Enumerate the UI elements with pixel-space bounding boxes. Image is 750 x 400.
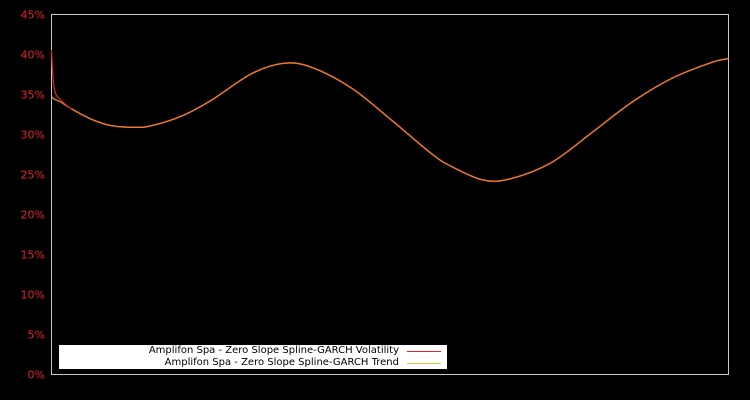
chart-legend: Amplifon Spa - Zero Slope Spline-GARCH V… bbox=[59, 345, 447, 369]
legend-swatch-volatility bbox=[407, 350, 441, 352]
legend-label-volatility: Amplifon Spa - Zero Slope Spline-GARCH V… bbox=[148, 345, 399, 356]
y-tick-label: 35% bbox=[21, 89, 45, 102]
overlap-line bbox=[71, 57, 729, 182]
y-tick-label: 5% bbox=[28, 329, 45, 342]
y-tick-label: 40% bbox=[21, 49, 45, 62]
legend-item-trend: Amplifon Spa - Zero Slope Spline-GARCH T… bbox=[165, 357, 441, 369]
y-tick-label: 20% bbox=[21, 209, 45, 222]
y-tick-label: 30% bbox=[21, 129, 45, 142]
trend-line bbox=[51, 57, 729, 182]
legend-item-volatility: Amplifon Spa - Zero Slope Spline-GARCH V… bbox=[149, 345, 441, 357]
y-tick-label: 25% bbox=[21, 169, 45, 182]
y-tick-label: 10% bbox=[21, 289, 45, 302]
y-tick-label: 45% bbox=[21, 9, 45, 22]
y-tick-label: 0% bbox=[28, 369, 45, 382]
volatility-line bbox=[50, 49, 729, 182]
y-axis-ticks: 0% 5% 10% 15% 20% 25% 30% 35% 40% 45% bbox=[21, 9, 45, 382]
plot-frame bbox=[51, 14, 729, 375]
legend-swatch-trend bbox=[407, 362, 441, 364]
y-tick-label: 15% bbox=[21, 249, 45, 262]
legend-label-trend: Amplifon Spa - Zero Slope Spline-GARCH T… bbox=[164, 357, 399, 368]
